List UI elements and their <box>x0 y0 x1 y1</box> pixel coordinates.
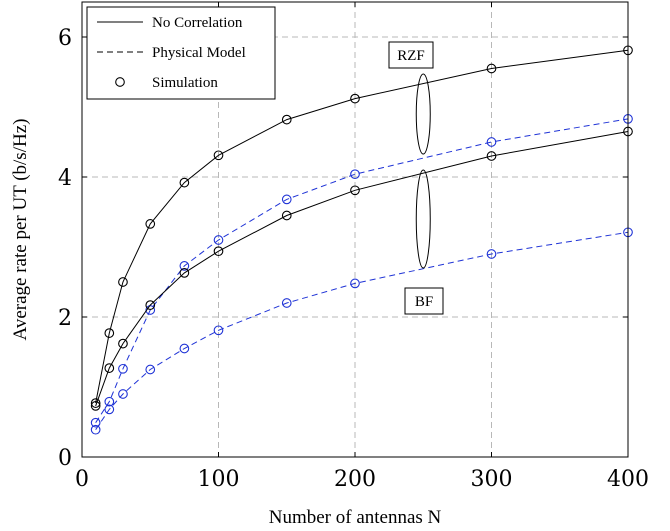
data-point-bf <box>145 300 156 310</box>
y-axis-label: Average rate per UT (b/s/Hz) <box>10 119 31 341</box>
x-tick-label: 400 <box>607 467 649 492</box>
y-tick-label: 0 <box>58 446 72 471</box>
data-point-bf <box>486 151 497 161</box>
data-point-rzf <box>179 177 190 188</box>
y-tick-label: 2 <box>58 306 72 331</box>
data-point-bf <box>118 389 128 399</box>
annotations: RZF BF <box>388 41 444 315</box>
data-point-rzf <box>90 417 101 428</box>
x-tick-label: 100 <box>198 467 240 492</box>
data-point-rzf <box>486 63 497 74</box>
x-tick-label: 0 <box>75 467 89 492</box>
data-point-bf <box>90 401 101 411</box>
data-point-rzf <box>145 219 156 229</box>
data-point-bf <box>281 298 292 308</box>
series-line-bf <box>95 231 629 430</box>
legend-marker-simulation <box>115 77 125 87</box>
data-point-rzf <box>90 398 101 408</box>
x-tick-label: 300 <box>471 467 513 492</box>
legend-label: Physical Model <box>152 45 246 61</box>
data-point-bf <box>179 268 190 278</box>
data-point-bf <box>104 363 115 373</box>
data-point-bf <box>486 249 497 259</box>
rzf-group-ellipse <box>415 73 431 155</box>
data-point-rzf <box>213 150 224 161</box>
x-tick-label: 200 <box>334 467 376 492</box>
data-point-bf <box>213 325 224 336</box>
data-point-bf <box>145 364 156 375</box>
data-point-rzf <box>486 137 497 147</box>
legend-label: Simulation <box>152 75 218 91</box>
data-point-rzf <box>179 261 190 271</box>
data-point-rzf <box>350 169 360 180</box>
data-point-bf <box>281 210 292 221</box>
series-layer <box>90 45 633 435</box>
data-point-bf <box>104 404 115 415</box>
data-point-rzf <box>213 235 224 245</box>
data-point-rzf <box>281 114 292 125</box>
data-point-rzf <box>350 93 360 104</box>
bf-label: BF <box>415 294 433 310</box>
data-point-bf <box>350 278 360 289</box>
series-line-rzf <box>95 118 629 423</box>
data-point-bf <box>179 343 190 354</box>
y-tick-label: 6 <box>58 26 72 51</box>
data-point-bf <box>350 185 360 196</box>
bf-label-box <box>404 287 444 315</box>
rzf-label-box <box>388 41 434 69</box>
data-point-rzf <box>104 396 115 407</box>
legend-label: No Correlation <box>152 15 243 31</box>
data-point-rzf <box>281 194 292 205</box>
rzf-label: RZF <box>397 48 425 64</box>
y-tick-label: 4 <box>58 166 72 191</box>
x-axis-label: Number of antennas N <box>269 507 442 528</box>
legend: No Correlation Physical Model Simulation <box>86 6 276 100</box>
data-point-rzf <box>118 363 128 374</box>
bf-group-ellipse <box>415 169 431 269</box>
data-point-rzf <box>118 277 128 287</box>
data-point-bf <box>118 338 128 349</box>
series-line-rzf <box>95 49 629 404</box>
data-point-rzf <box>104 328 115 338</box>
ticks: 0 100 200 300 400 0 2 4 6 <box>58 2 649 492</box>
data-point-bf <box>213 246 224 257</box>
data-point-bf <box>90 424 101 435</box>
series-line-bf <box>95 131 629 407</box>
